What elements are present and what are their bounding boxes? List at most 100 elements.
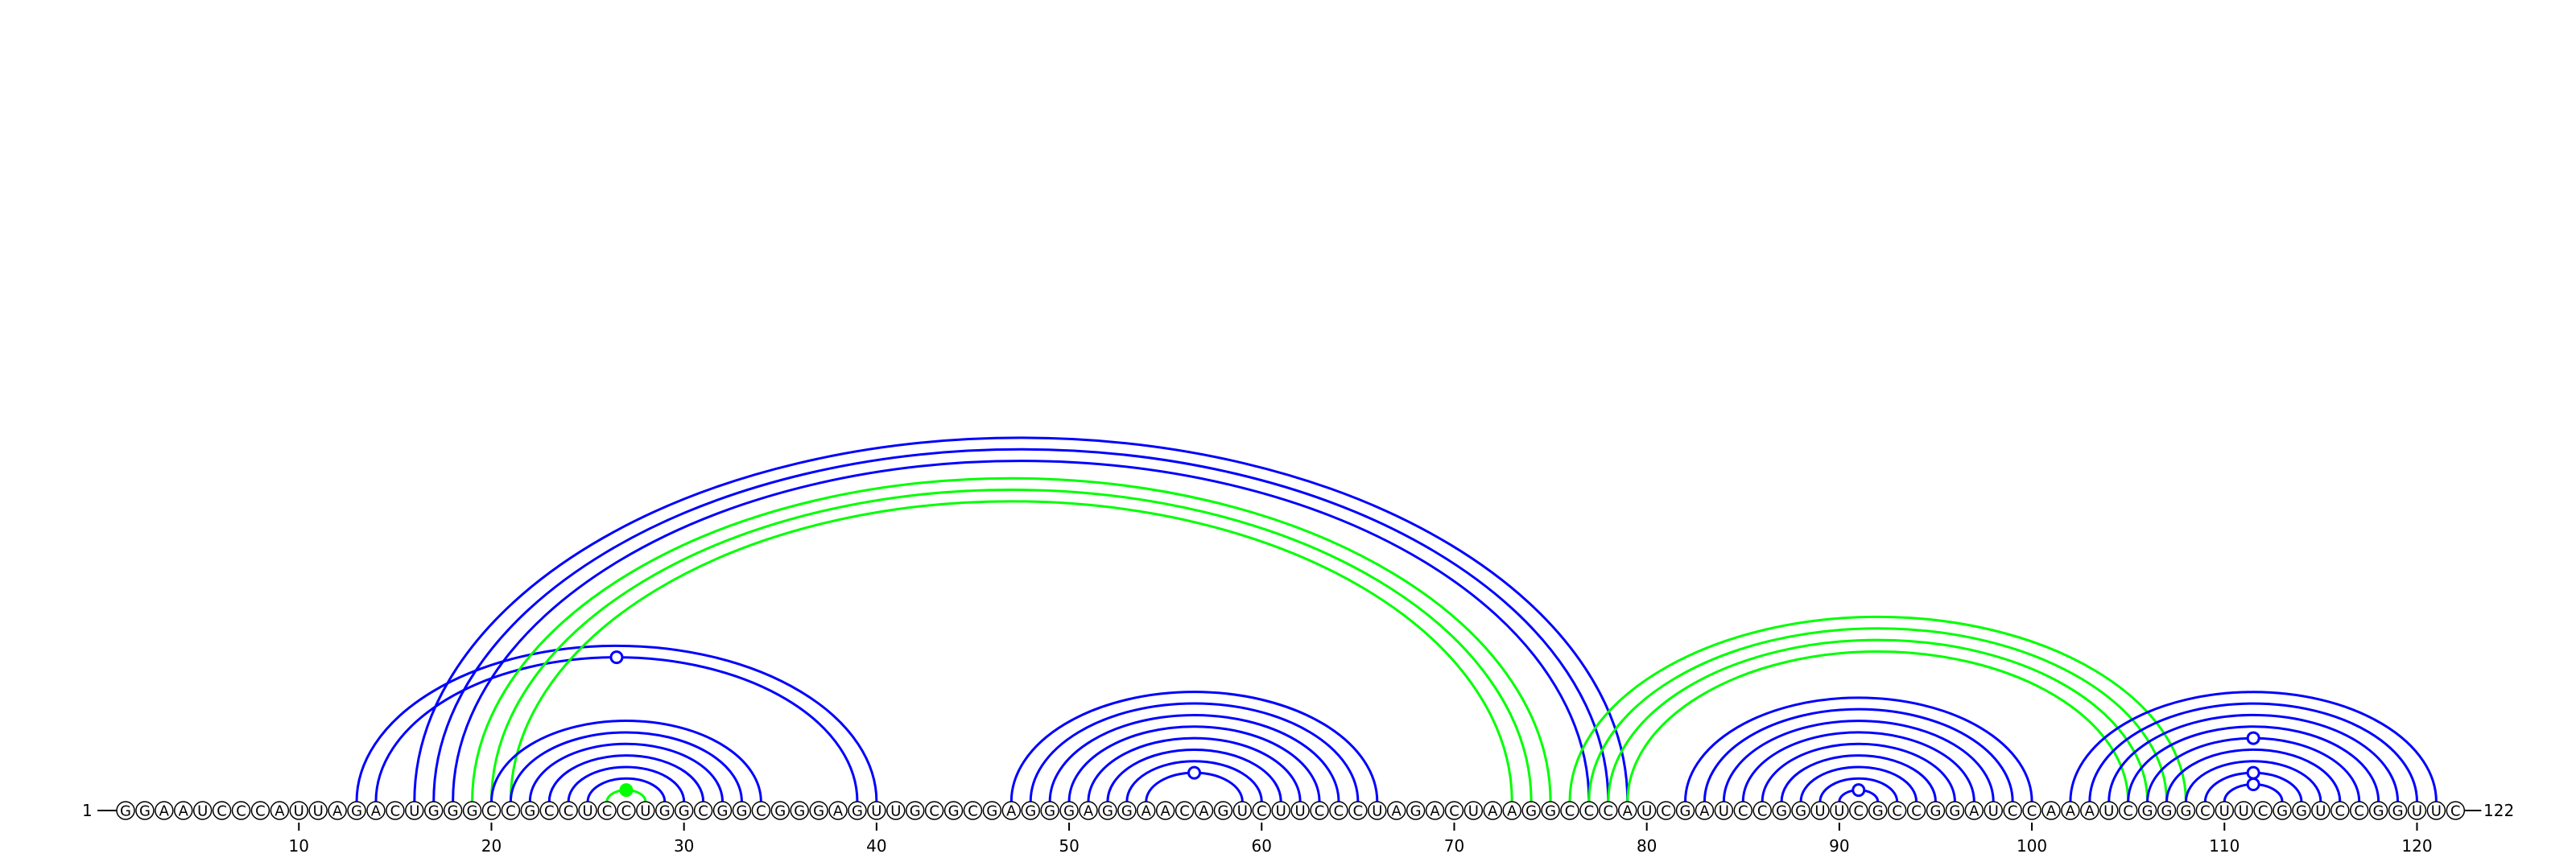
nucleotide-letter: U [1814,803,1825,820]
nucleotide: A [1425,801,1445,820]
nucleotide: C [1444,801,1464,820]
nucleotide-letter: U [2219,803,2230,820]
nucleotide: C [1348,801,1368,820]
arc-marker [609,650,624,665]
nucleotide: G [1059,801,1079,820]
nucleotide: C [963,801,983,820]
nucleotide-letter: C [1584,803,1595,820]
nucleotide-letter: G [448,803,459,820]
nucleotide: C [1252,801,1272,820]
nucleotide: C [1752,801,1772,820]
nucleotide-letter: U [1468,803,1479,820]
nucleotide-letter: C [2200,803,2211,820]
nucleotide: C [1599,801,1618,820]
nucleotide: G [1117,801,1137,820]
nucleotide: U [1290,801,1310,820]
nucleotide-letter: G [1545,803,1556,820]
nucleotide-letter: G [1872,803,1884,820]
nucleotide: A [2061,801,2080,820]
nucleotide: G [423,801,444,820]
nucleotide: G [1406,801,1426,820]
nucleotide: G [943,801,964,820]
nucleotide-letter: A [371,803,382,820]
nucleotide-letter: G [794,803,805,820]
nucleotide-letter: U [1276,803,1286,820]
nucleotide-letter: U [2431,803,2442,820]
nucleotide-letter: A [833,803,844,820]
tick-layer: 10 20 30 40 50 60 70 80 90 100 110 120 [289,823,2433,856]
nucleotide: C [1560,801,1579,820]
nucleotide-letter: G [736,803,747,820]
nucleotide-letter: G [659,803,671,820]
nucleotide: U [2407,801,2427,820]
nucleotide: C [2022,801,2041,820]
nucleotide: C [2349,801,2369,820]
base-pair-arc [1009,691,1379,802]
base-pair-arc [509,500,1513,802]
nucleotide-letter: G [524,803,535,820]
nucleotide: G [116,801,135,820]
nucleotide: G [2137,801,2157,820]
nucleotide-letter: C [621,803,632,820]
nucleotide-letter: G [120,803,131,820]
nucleotide: A [1483,801,1503,820]
nucleotide: G [1926,801,1946,820]
tick-label: 10 [289,836,309,856]
nucleotide-letter: C [2335,803,2346,820]
nucleotide: C [481,801,502,820]
tick-label: 120 [2401,836,2432,856]
nucleotide-letter: C [968,803,978,820]
nucleotide-letter: G [1795,803,1806,820]
tick-label: 20 [481,836,502,856]
nucleotide-letter: C [390,803,401,820]
nucleotide-letter: C [1179,803,1190,820]
nucleotide: C [559,801,578,820]
nucleotide-letter: C [1661,803,1671,820]
nucleotide: G [443,801,463,820]
nucleotide: C [924,801,944,820]
arc-marker [619,783,634,798]
nucleotide-letter: G [2180,803,2191,820]
nucleotide: U [1984,801,2003,820]
nucleotide-letter: A [1488,803,1498,820]
nucleotide-letter: A [2046,803,2057,820]
nucleotide: C [1733,801,1753,820]
nucleotide: G [1791,801,1810,820]
tick-label: 50 [1059,836,1079,856]
nucleotide-letter: A [1006,803,1017,820]
nucleotide: C [2446,801,2466,820]
nucleotide: G [1772,801,1791,820]
nucleotide: G [732,801,752,820]
nucleotide-letter: G [1102,803,1113,820]
nucleotide: U [192,801,213,820]
nucleotide: U [1714,801,1734,820]
nucleotide: G [2368,801,2388,820]
base-pair-arc [2165,748,2342,802]
nucleotide: C [1849,801,1868,820]
nucleotide-letter: C [1757,803,1768,820]
nucleotide-letter: G [2392,803,2404,820]
base-pair-arc [452,460,1591,802]
nucleotide: G [905,801,925,820]
base-pair-arc [489,488,1533,802]
nucleotide: G [2388,801,2408,820]
nucleotide-letter: C [2008,803,2018,820]
nucleotide-letter: G [2142,803,2153,820]
nucleotide-letter: C [1565,803,1575,820]
arc-marker [2246,765,2260,780]
nucleotide-letter: A [1699,803,1710,820]
nucleotide: G [1945,801,1965,820]
base-pair-arc [432,448,1610,802]
base-pair-arc [2107,713,2400,802]
tick-label: 40 [866,836,886,856]
nucleotide-letter: G [351,803,362,820]
nucleotide: U [1463,801,1484,820]
nucleotide: A [1618,801,1637,820]
nucleotide: C [1310,801,1329,820]
nucleotide-letter: U [313,803,324,820]
nucleotide-letter: A [159,803,170,820]
nucleotide: G [712,801,733,820]
nucleotide: G [674,801,694,820]
nucleotide-letter: U [1834,803,1844,820]
nucleotide-letter: C [255,803,266,820]
